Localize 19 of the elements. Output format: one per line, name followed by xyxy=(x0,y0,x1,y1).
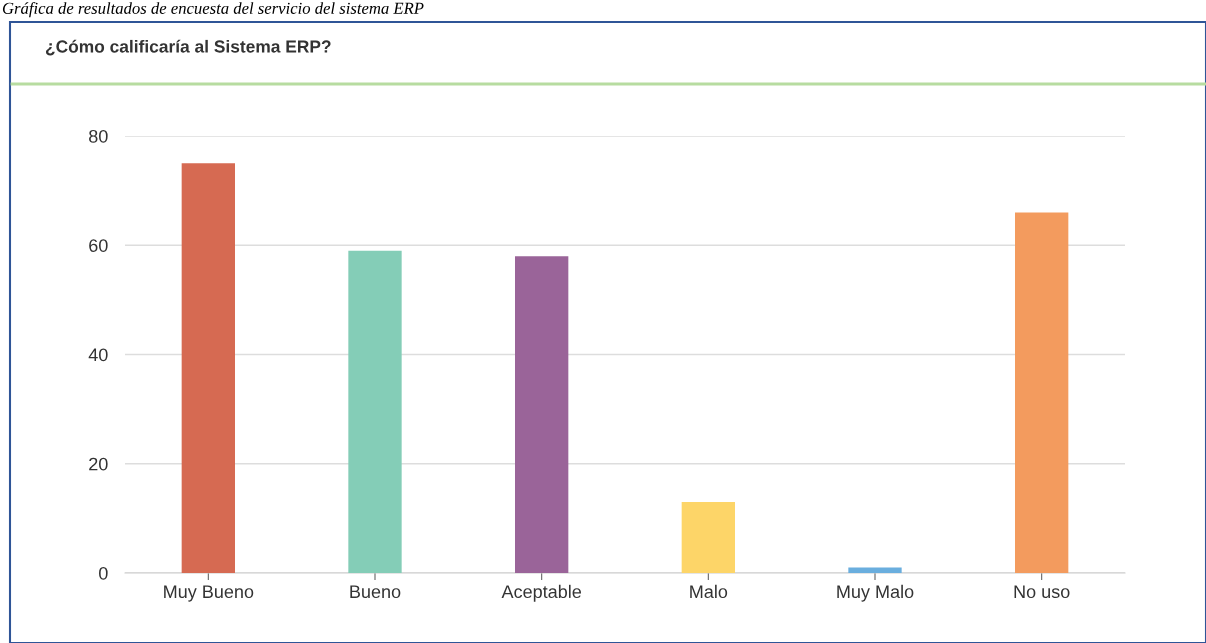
y-tick-label: 80 xyxy=(89,129,108,143)
x-tick-label: Muy Malo xyxy=(837,584,914,602)
chart-title: ¿Cómo calificaría al Sistema ERP? xyxy=(45,39,331,56)
x-tick-label: Malo xyxy=(690,584,728,599)
bar xyxy=(348,250,402,573)
bar xyxy=(515,256,569,573)
bar xyxy=(848,567,902,573)
x-tick-label: Muy Bueno xyxy=(164,585,254,602)
bar xyxy=(181,163,235,573)
y-tick-label: 40 xyxy=(88,348,108,362)
text: Gráfica de resultados de encuesta del servicio del sistema ERP xyxy=(2,2,424,18)
x-tick-label: Aceptable xyxy=(501,584,582,602)
x-tick-label: No uso xyxy=(1014,585,1070,599)
y-tick-label: 20 xyxy=(89,457,108,471)
y-tick-label: 60 xyxy=(89,239,108,252)
bar xyxy=(681,501,735,573)
y-tick-label: 0 xyxy=(99,566,108,580)
bar xyxy=(1015,212,1069,573)
x-tick-label: Bueno xyxy=(350,585,401,599)
